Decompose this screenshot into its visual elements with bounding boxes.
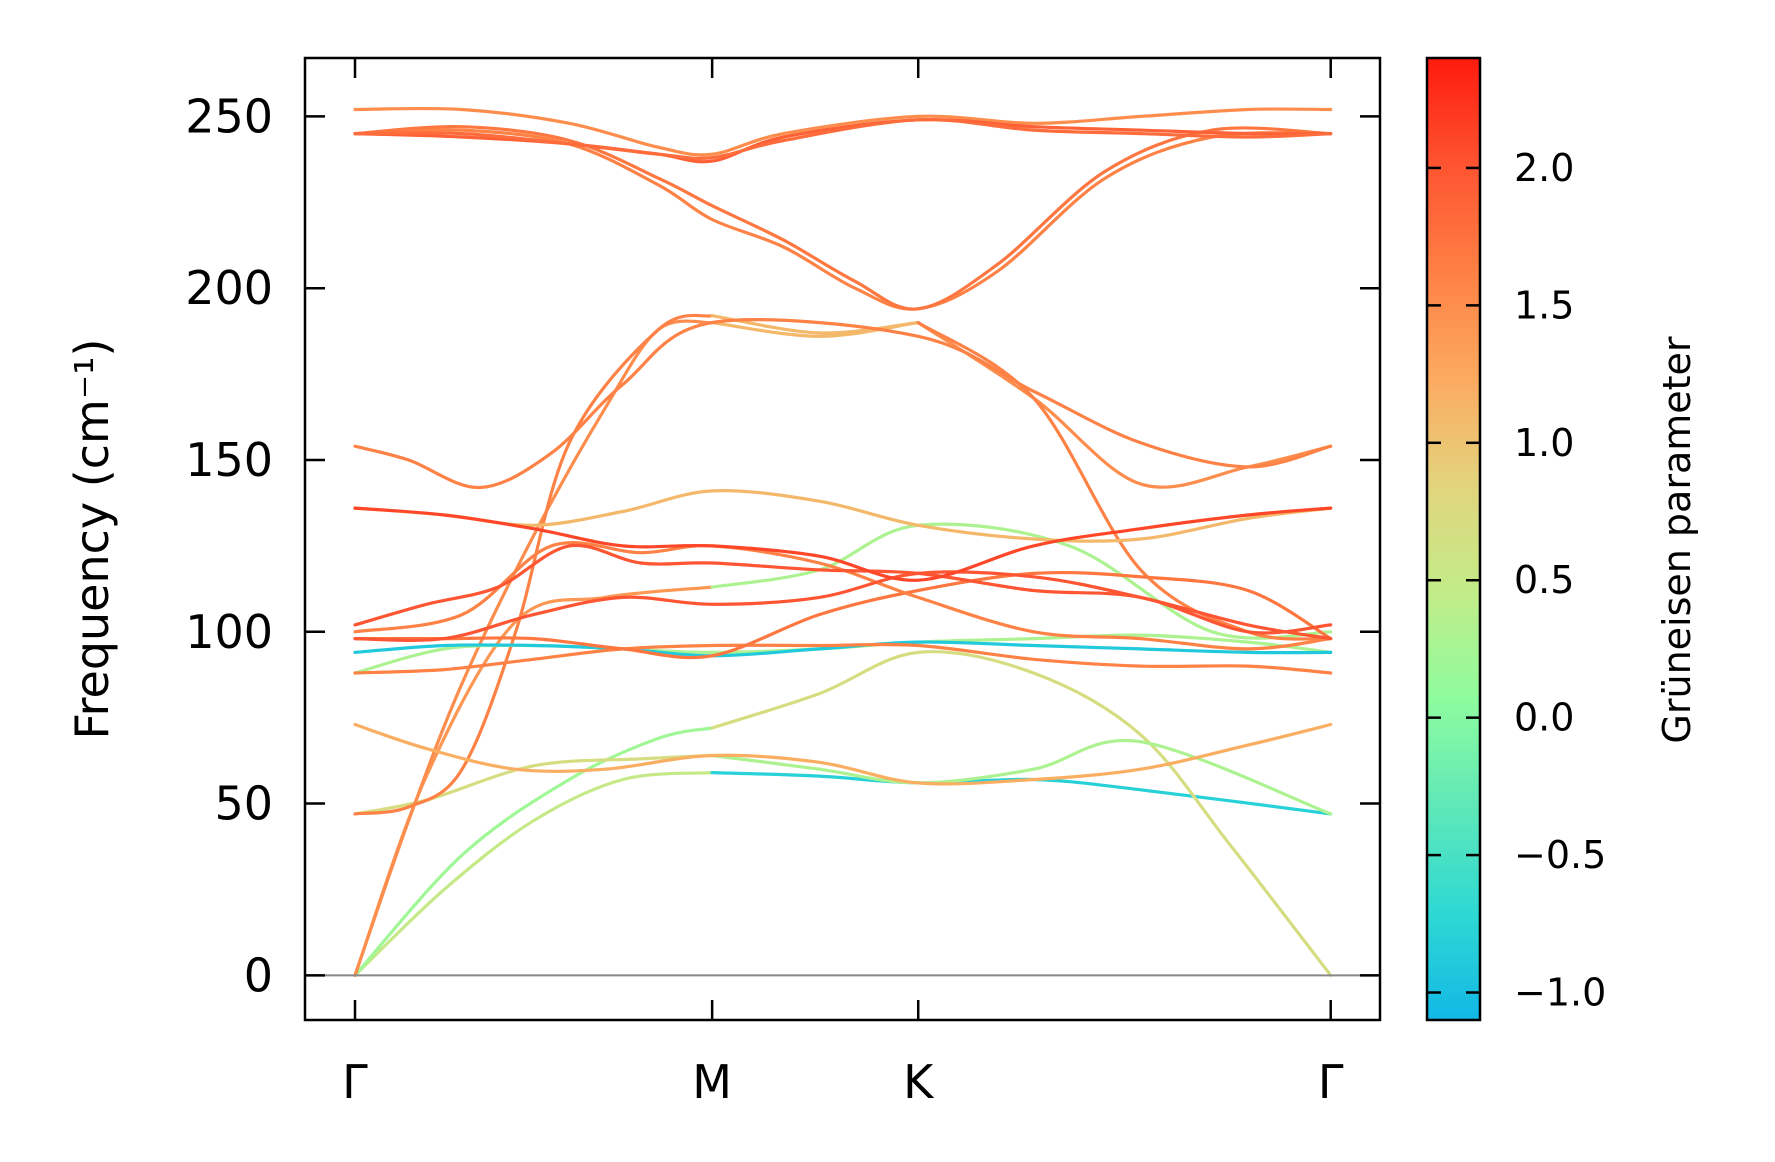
y-tick-label: 50 — [214, 777, 273, 831]
colorbar-gradient — [1427, 58, 1480, 1020]
branch-segment — [353, 722, 1333, 786]
colorbar-tick-label: 0.0 — [1514, 696, 1574, 740]
y-tick-label: 0 — [244, 948, 273, 1002]
y-tick-label: 250 — [185, 89, 273, 143]
branch-segment — [353, 726, 714, 977]
phonon-branch — [353, 318, 1333, 490]
band-curves — [353, 106, 1333, 977]
phonon-branch — [353, 118, 1333, 160]
branch-segment — [353, 642, 1333, 675]
branch-segment — [353, 640, 1333, 658]
colorbar-tick-label: 1.5 — [1514, 283, 1574, 327]
phonon-branch — [353, 570, 1333, 660]
branch-segment — [916, 321, 1333, 489]
colorbar-tick-label: −0.5 — [1514, 833, 1606, 877]
branch-segment — [353, 318, 1333, 490]
branch-segment — [353, 541, 1333, 651]
plot-frame — [303, 56, 1382, 1022]
y-axis-ticks: 0 50 100 150 200 250 — [185, 89, 1380, 1002]
colorbar-tick-label: 1.0 — [1514, 421, 1574, 465]
x-tick-label: M — [692, 1055, 732, 1109]
branch-segment — [353, 570, 1333, 660]
x-tick-label: Γ — [342, 1055, 368, 1109]
branch-segment — [710, 650, 1333, 977]
phonon-branch — [353, 128, 1333, 311]
branch-segment — [353, 124, 1333, 311]
phonon-branch — [353, 106, 1333, 157]
colorbar-tick-label: 2.0 — [1514, 146, 1574, 190]
phonon-branch — [353, 650, 1333, 977]
branch-segment — [353, 118, 1333, 160]
phonon-branch — [353, 642, 1333, 675]
x-tick-label: Γ — [1318, 1055, 1344, 1109]
branch-segment — [353, 128, 1333, 311]
y-tick-label: 100 — [185, 605, 273, 659]
colorbar-tick-label: −1.0 — [1514, 971, 1606, 1015]
branch-segment — [916, 321, 1333, 641]
branch-segment — [353, 506, 1333, 582]
phonon-branch — [353, 124, 1333, 311]
x-tick-label: K — [903, 1055, 935, 1109]
phonon-branch — [353, 722, 1333, 786]
branch-segment — [353, 570, 1333, 642]
phonon-branch — [353, 541, 1333, 651]
branch-segment — [353, 313, 714, 816]
phonon-branch — [353, 640, 1333, 658]
y-axis-title: Frequency (cm⁻¹) — [65, 339, 119, 740]
colorbar-title: Grüneisen parameter — [1655, 336, 1699, 744]
colorbar-frame — [1425, 56, 1482, 1022]
branch-segment — [353, 771, 714, 977]
y-tick-label: 150 — [185, 433, 273, 487]
colorbar-tick-label: 0.5 — [1514, 558, 1574, 602]
phonon-branch — [353, 570, 1333, 642]
y-tick-label: 200 — [185, 261, 273, 315]
branch-segment — [353, 106, 1333, 157]
phonon-branch — [353, 506, 1333, 582]
colorbar-ticks: −1.0 −0.5 0.0 0.5 1.0 1.5 2.0 — [1427, 146, 1606, 1015]
branch-segment — [353, 753, 714, 816]
